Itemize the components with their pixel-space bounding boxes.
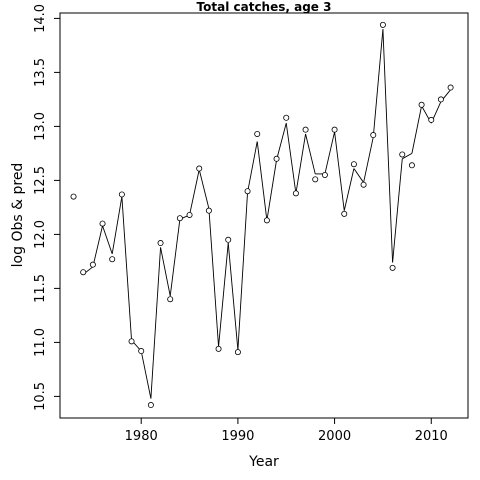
x-tick-label: 1980 — [125, 429, 158, 444]
observed-point — [138, 348, 145, 355]
observed-point — [99, 220, 106, 227]
observed-point — [437, 96, 444, 103]
predicted-line-segment — [382, 29, 394, 263]
predicted-line-segment — [227, 242, 239, 351]
observed-point — [147, 402, 154, 409]
observed-point — [302, 126, 309, 133]
observed-point — [89, 261, 96, 268]
observed-point — [244, 188, 251, 195]
predicted-line-segment — [276, 123, 287, 160]
observed-point — [428, 116, 435, 123]
observed-point — [350, 161, 357, 168]
x-axis: 1980 1990 2000 2010 — [125, 418, 448, 444]
predicted-line-segment — [343, 168, 355, 211]
predicted-line-segment — [353, 168, 364, 183]
y-tick-label: 12.5 — [33, 166, 48, 195]
observed-point — [370, 132, 377, 139]
predicted-line-segment — [411, 105, 423, 154]
observed-point — [80, 269, 87, 276]
observed-point — [292, 190, 299, 197]
observed-point — [331, 126, 338, 133]
predicted-line-segment — [363, 137, 374, 183]
predicted-line-segment — [392, 158, 403, 263]
predicted-line-segment — [140, 350, 152, 399]
observed-point — [225, 236, 232, 243]
observed-point — [389, 264, 396, 271]
predicted-line-segment — [295, 133, 307, 194]
predicted-line-segment — [121, 196, 132, 341]
predicted-line — [82, 29, 451, 399]
observed-point — [341, 210, 348, 217]
predicted-line-segment — [334, 131, 345, 211]
observed-point — [215, 345, 222, 352]
predicted-line-segment — [208, 208, 220, 347]
predicted-line-segment — [402, 153, 413, 160]
y-tick-label: 13.0 — [33, 112, 48, 141]
observed-point — [254, 130, 261, 137]
y-tick-label: 11.5 — [33, 274, 48, 303]
observed-point — [109, 256, 116, 263]
observed-points — [70, 21, 454, 409]
observed-point — [196, 165, 203, 172]
predicted-line-segment — [198, 169, 210, 209]
x-tick-label: 1990 — [221, 429, 254, 444]
observed-point — [379, 21, 386, 28]
x-axis-label: Year — [248, 454, 279, 470]
chart-title: Total catches, age 3 — [197, 0, 332, 14]
y-tick-label: 10.5 — [33, 382, 48, 411]
predicted-line-segment — [102, 225, 113, 254]
observed-point — [447, 84, 454, 91]
observed-point — [399, 151, 406, 158]
observed-point — [418, 101, 425, 108]
observed-point — [283, 114, 290, 121]
y-tick-label: 13.5 — [33, 58, 48, 87]
predicted-line-segment — [324, 131, 336, 175]
observed-point — [408, 162, 415, 169]
observed-point — [360, 181, 367, 188]
predicted-line-segment — [237, 192, 249, 350]
predicted-line-segment — [256, 141, 268, 221]
predicted-line-segment — [92, 225, 103, 267]
predicted-line-segment — [218, 242, 229, 347]
x-tick-label: 2000 — [318, 429, 351, 444]
observed-point — [176, 215, 183, 222]
predicted-line-segment — [160, 247, 171, 297]
y-axis: 10.5 11.0 11.5 12.0 12.5 13.0 13.5 14.0 — [33, 4, 60, 411]
predicted-line-segment — [111, 196, 123, 254]
y-tick-label: 12.0 — [33, 220, 48, 249]
observed-point — [234, 349, 241, 356]
predicted-line-segment — [285, 123, 297, 194]
y-tick-label: 11.0 — [33, 328, 48, 357]
observed-point — [167, 296, 174, 303]
plot-frame — [59, 12, 469, 419]
observed-point — [118, 191, 125, 198]
observed-point — [205, 207, 212, 214]
y-axis-label: log Obs & pred — [10, 163, 26, 268]
observed-point — [186, 211, 193, 218]
observed-point — [128, 338, 135, 345]
observed-point — [312, 176, 319, 183]
observed-point — [273, 155, 280, 162]
x-tick-label: 2010 — [415, 429, 448, 444]
observed-point — [321, 171, 328, 178]
predicted-line-segment — [247, 141, 258, 193]
observed-point — [157, 240, 164, 247]
observed-point — [70, 193, 77, 200]
predicted-line-segment — [372, 29, 384, 138]
predicted-line-segment — [266, 159, 278, 221]
observed-point — [263, 217, 270, 224]
predicted-line-segment — [150, 247, 161, 399]
predicted-line-segment — [189, 169, 200, 216]
y-tick-label: 14.0 — [33, 4, 48, 33]
predicted-line-segment — [305, 133, 316, 175]
predicted-line-segment — [169, 219, 181, 297]
